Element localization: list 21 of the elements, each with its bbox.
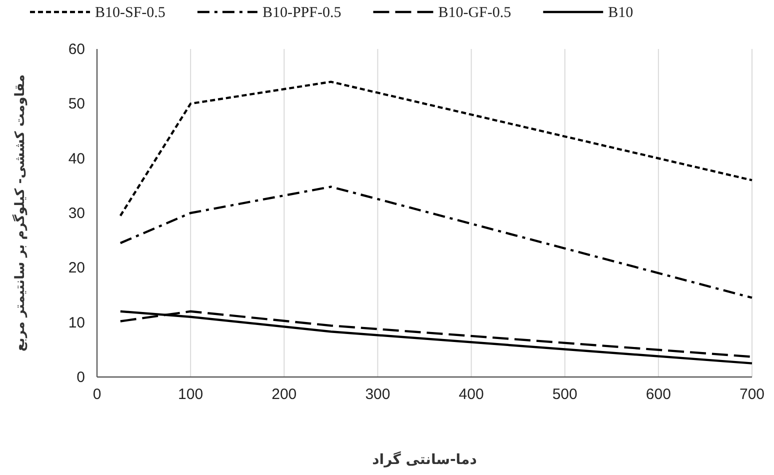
x-tick-label: 700 <box>739 386 765 403</box>
y-tick-label: 50 <box>68 96 85 113</box>
x-axis-title: دما-سانتی گراد <box>372 451 477 468</box>
legend-label: B10-PPF-0.5 <box>262 5 342 21</box>
legend-label: B10 <box>608 5 634 21</box>
y-tick-label: 0 <box>76 369 85 386</box>
y-tick-label: 10 <box>68 314 85 332</box>
y-tick-label: 60 <box>68 41 85 58</box>
y-tick-label: 20 <box>68 260 85 277</box>
x-tick-label: 0 <box>92 386 102 403</box>
x-tick-label: 100 <box>178 386 204 403</box>
legend-label: B10-GF-0.5 <box>438 5 512 21</box>
x-tick-label: 400 <box>458 386 484 403</box>
x-tick-label: 500 <box>552 386 578 403</box>
x-tick-label: 600 <box>646 386 671 403</box>
x-tick-label: 200 <box>272 386 297 403</box>
y-tick-label: 40 <box>68 150 85 168</box>
y-axis-title: مقاومت کششی- کیلوگرم بر سانتیمتر مربع <box>12 74 28 352</box>
legend-label: B10-SF-0.5 <box>95 5 166 21</box>
x-tick-label: 300 <box>365 386 390 403</box>
y-tick-label: 30 <box>68 205 85 222</box>
